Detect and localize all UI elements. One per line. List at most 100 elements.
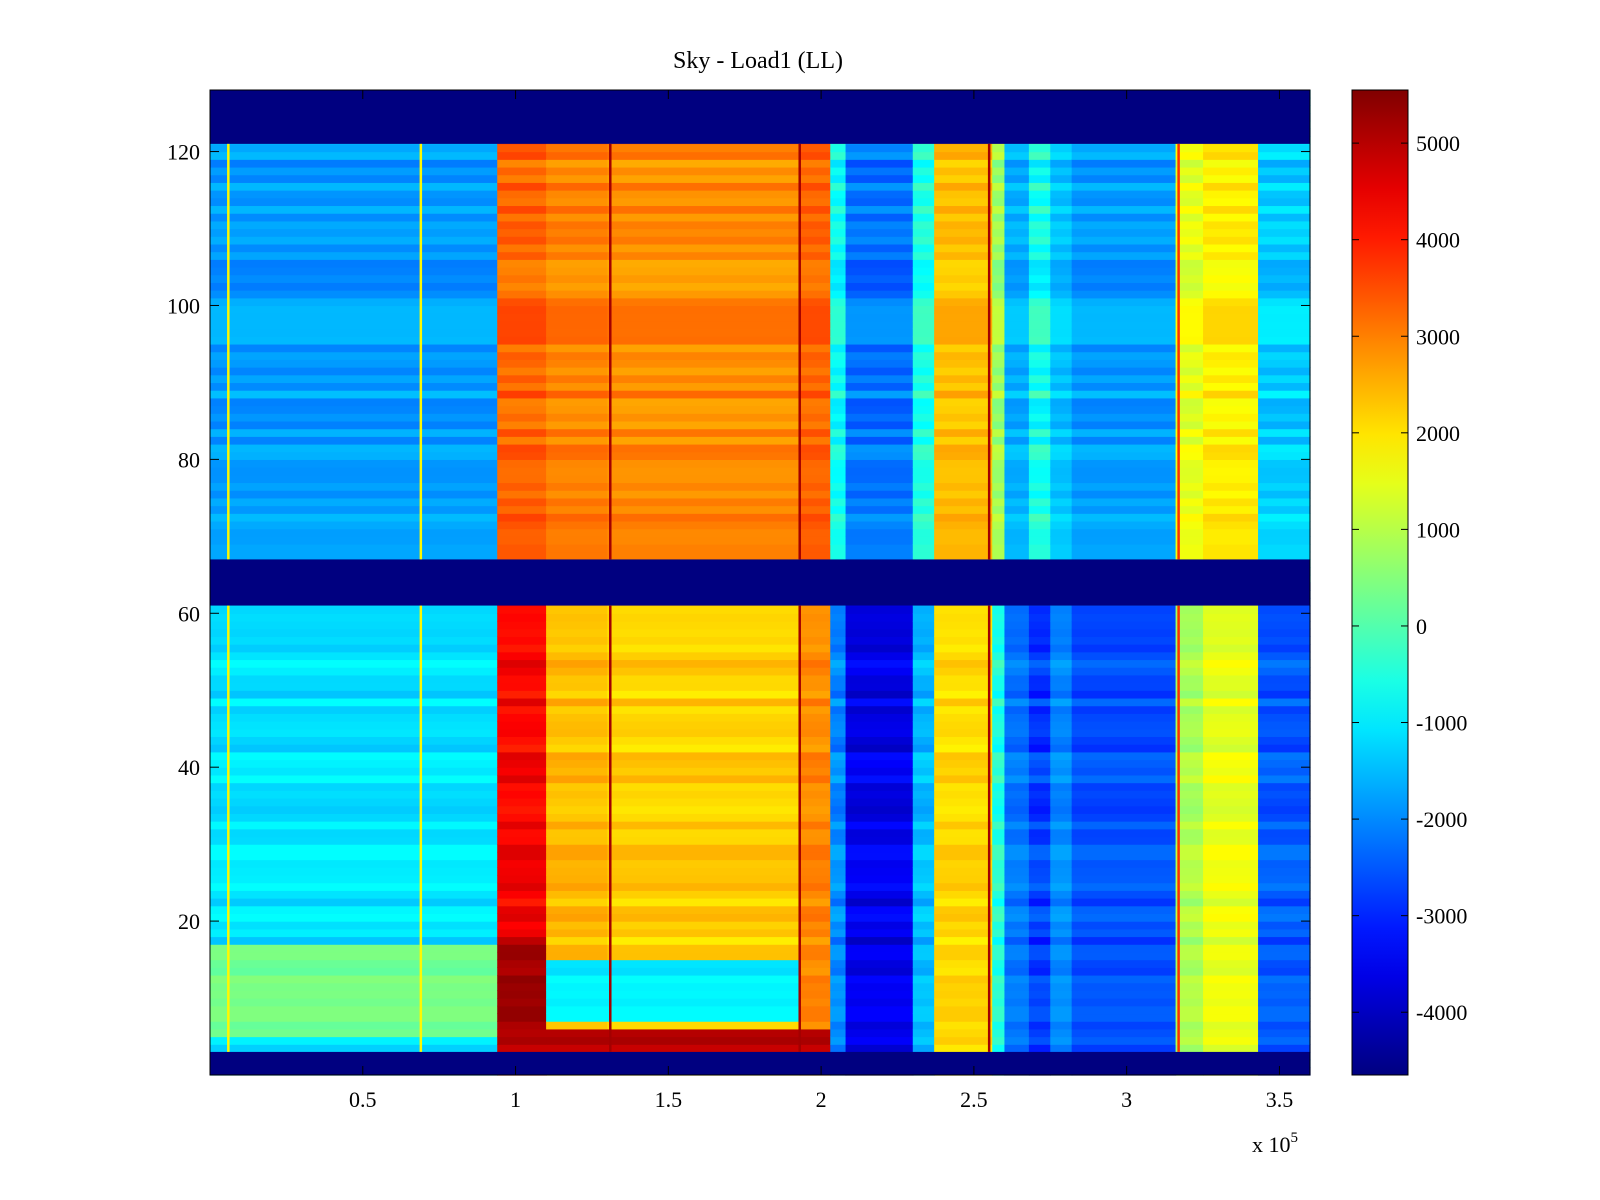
heatmap-cell [1050, 751, 1073, 761]
heatmap-cell [830, 490, 847, 499]
heatmap-cell [934, 505, 993, 514]
heatmap-cell [1258, 767, 1311, 776]
heatmap-cell [934, 413, 993, 422]
heatmap-cell [1203, 959, 1259, 968]
heatmap-cell [1258, 428, 1311, 437]
heatmap-cell [992, 405, 1006, 414]
heatmap-cell [992, 336, 1006, 345]
heatmap-cell [1004, 544, 1030, 553]
heatmap-cell [934, 282, 993, 291]
heatmap-cell [934, 774, 993, 784]
heatmap-cell [546, 328, 608, 337]
heatmap-cell [497, 974, 547, 984]
heatmap-cell [934, 659, 993, 668]
heatmap-cell [1071, 974, 1177, 984]
heatmap-cell [1028, 1036, 1051, 1045]
heatmap-cell [992, 243, 1006, 253]
heatmap-cell [1050, 790, 1073, 799]
heatmap-cell [1071, 659, 1177, 668]
heatmap-cell [830, 782, 847, 791]
heatmap-cell [1050, 644, 1073, 653]
heatmap-cell [210, 628, 498, 637]
heatmap-cell [210, 490, 498, 499]
heatmap-cell [845, 959, 914, 968]
heatmap-cell [1028, 759, 1051, 768]
heatmap-cell [1071, 682, 1177, 691]
heatmap-cell [1004, 705, 1030, 714]
heatmap-cell [830, 951, 847, 961]
heatmap-cell [1258, 1044, 1311, 1053]
heatmap-cell [830, 467, 847, 476]
heatmap-cell [497, 844, 547, 853]
heatmap-cell [607, 751, 801, 761]
heatmap-cell [845, 605, 914, 614]
heatmap-cell [546, 1013, 608, 1022]
heatmap-cell [1175, 1044, 1204, 1053]
heatmap-cell [1071, 159, 1177, 168]
heatmap-cell [1203, 143, 1259, 153]
heatmap-cell [934, 636, 993, 645]
heatmap-cell [1050, 898, 1073, 907]
y-tick-label: 20 [178, 909, 200, 934]
heatmap-cell [1028, 751, 1051, 761]
heatmap-cell [1175, 759, 1204, 768]
heatmap-cell [1004, 921, 1030, 930]
heatmap-cell [1050, 882, 1073, 891]
heatmap-cell [497, 420, 547, 430]
heatmap-cell [830, 320, 847, 330]
heatmap-cell [1028, 913, 1051, 922]
heatmap-cell [934, 436, 993, 445]
heatmap-cell [1071, 890, 1177, 899]
heatmap-cell [992, 1021, 1006, 1030]
heatmap-cell [799, 628, 831, 637]
heatmap-cell [799, 505, 831, 514]
heatmap-cell [1203, 928, 1259, 938]
heatmap-cell [912, 151, 935, 160]
heatmap-cell [546, 605, 608, 614]
heatmap-cell [607, 243, 801, 253]
heatmap-cell [1050, 851, 1073, 861]
heatmap-cell [799, 1021, 831, 1030]
heatmap-cell [992, 159, 1006, 168]
heatmap-cell [992, 551, 1006, 561]
heatmap-cell [992, 174, 1006, 183]
heatmap-cell [1258, 297, 1311, 307]
heatmap-cell [830, 259, 847, 268]
heatmap-cell [1004, 713, 1030, 722]
heatmap-cell [830, 151, 847, 160]
heatmap-cell [1028, 413, 1051, 422]
heatmap-cell [1004, 836, 1030, 845]
heatmap-cell [546, 690, 608, 699]
heatmap-cell [1071, 243, 1177, 253]
heatmap-cell [1050, 143, 1073, 153]
heatmap-cell [210, 620, 498, 630]
heatmap-cell [1203, 751, 1259, 761]
heatmap-cell [934, 1028, 993, 1038]
heatmap-cell [546, 959, 608, 968]
heatmap-cell [830, 851, 847, 861]
heatmap-cell [546, 228, 608, 237]
heatmap-cell [607, 467, 801, 476]
heatmap-cell [934, 644, 993, 653]
heatmap-cell [1203, 482, 1259, 491]
heatmap-cell [1175, 190, 1204, 199]
heatmap-cell [799, 867, 831, 876]
heatmap-cell [799, 166, 831, 176]
y-tick-label: 60 [178, 601, 200, 626]
heatmap-cell [1071, 467, 1177, 476]
heatmap-cell [210, 782, 498, 791]
heatmap-cell [912, 259, 935, 268]
heatmap-cell [1175, 651, 1204, 661]
heatmap-cell [1175, 898, 1204, 907]
heatmap-cell [934, 628, 993, 637]
heatmap-cell [845, 651, 914, 661]
heatmap-cell [1175, 744, 1204, 753]
heatmap-cell [912, 459, 935, 468]
heatmap-cell [1258, 159, 1311, 168]
heatmap-cell [1050, 998, 1073, 1007]
heatmap-cell [799, 1028, 831, 1038]
heatmap-cell [1004, 1013, 1030, 1022]
heatmap-cell [546, 174, 608, 183]
heatmap-cell [497, 290, 547, 299]
heatmap-cell [1050, 159, 1073, 168]
